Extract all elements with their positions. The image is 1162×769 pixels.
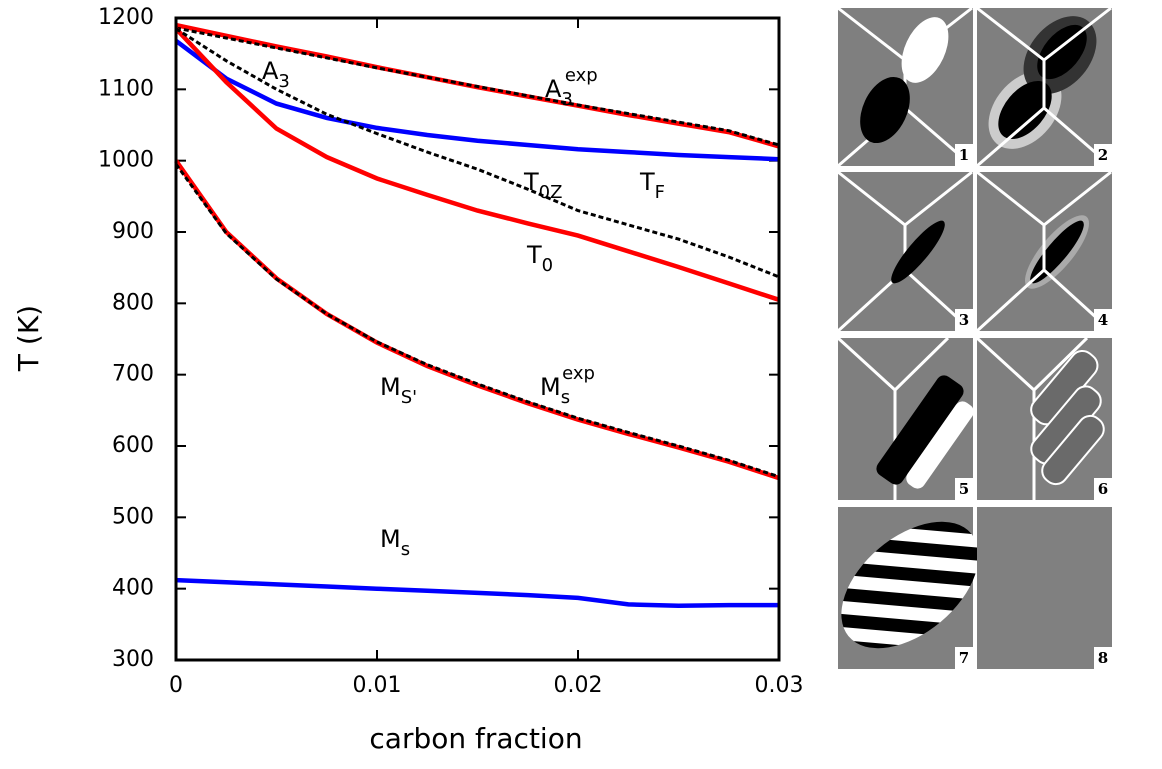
panel-label-bg (955, 144, 973, 166)
annotation-base: T (639, 168, 655, 196)
panel (836, 336, 974, 500)
panel (836, 170, 974, 333)
panel-label-bg (1094, 309, 1112, 331)
y-axis-label: T (K) (12, 305, 45, 372)
annotation-sub: S' (401, 387, 417, 408)
annotation-base: T (526, 241, 542, 269)
panel-label: 5 (959, 480, 969, 498)
panel-label: 4 (1098, 311, 1108, 329)
series-line (175, 577, 779, 609)
series-line (175, 27, 780, 279)
annotation-base: A (545, 75, 562, 103)
y-tick-label: 1100 (98, 76, 154, 101)
panel-label: 1 (959, 146, 969, 164)
panel-label: 6 (1098, 480, 1108, 498)
panel-label: 7 (959, 649, 969, 667)
panel (975, 336, 1112, 500)
y-tick-label: 400 (112, 576, 154, 601)
annotation: Ms exp (540, 363, 595, 408)
panel-label: 3 (959, 311, 969, 329)
annotation: TF (639, 168, 665, 203)
annotation-base: M (380, 373, 401, 401)
panel (977, 507, 1112, 669)
panel-label-bg (955, 647, 973, 669)
annotation: T0 (526, 241, 553, 276)
annotation: MS' (380, 373, 417, 408)
series-line (175, 26, 780, 147)
annotation-sub: F (655, 182, 665, 203)
x-tick-label: 0.03 (755, 673, 804, 698)
annotation-sub: s (401, 539, 410, 560)
annotation: T0Z (523, 168, 562, 203)
x-tick-label: 0.02 (554, 673, 603, 698)
y-tick-label: 900 (112, 219, 154, 244)
panel (976, 6, 1112, 168)
series-line (174, 27, 780, 302)
annotation-sub: 3 (278, 71, 289, 92)
plot-frame (174, 16, 781, 662)
panel-grid (836, 6, 1113, 669)
x-axis-label: carbon fraction (369, 722, 582, 755)
annotation-sup: exp (565, 65, 598, 86)
annotation-sub: s (561, 387, 570, 408)
y-tick-label: 800 (112, 290, 154, 315)
annotation-sub: 3 (561, 89, 572, 110)
annotation-base: T (523, 168, 539, 196)
panel-label: 2 (1098, 146, 1108, 164)
panel (837, 6, 973, 168)
y-tick-label: 700 (112, 362, 154, 387)
y-tick-label: 500 (112, 504, 154, 529)
annotation-base: M (380, 525, 401, 553)
annotation-sub: 0 (542, 255, 553, 276)
annotation: A3 (262, 57, 290, 92)
y-tick-label: 1000 (98, 148, 154, 173)
annotation-base: A (262, 57, 279, 85)
panel-label-bg (1094, 478, 1112, 500)
y-tick-label: 600 (112, 433, 154, 458)
y-tick-label: 1200 (98, 5, 154, 30)
series-line (174, 163, 780, 479)
series-line (174, 39, 780, 162)
annotation: Ms (380, 525, 410, 560)
panel-label-bg (955, 309, 973, 331)
panel-label: 8 (1098, 649, 1108, 667)
annotation: A3 exp (545, 65, 598, 110)
panel-label-bg (1094, 647, 1112, 669)
x-tick-label: 0.01 (353, 673, 402, 698)
annotation-base: M (540, 373, 561, 401)
panel (975, 170, 1113, 333)
panel-label-bg (955, 478, 973, 500)
panel (838, 507, 979, 669)
x-tick-label: 0 (169, 673, 183, 698)
annotation-sup: exp (562, 363, 595, 384)
annotation-sub: 0Z (539, 182, 563, 203)
panel-label-bg (1094, 144, 1112, 166)
y-tick-label: 300 (112, 647, 154, 672)
